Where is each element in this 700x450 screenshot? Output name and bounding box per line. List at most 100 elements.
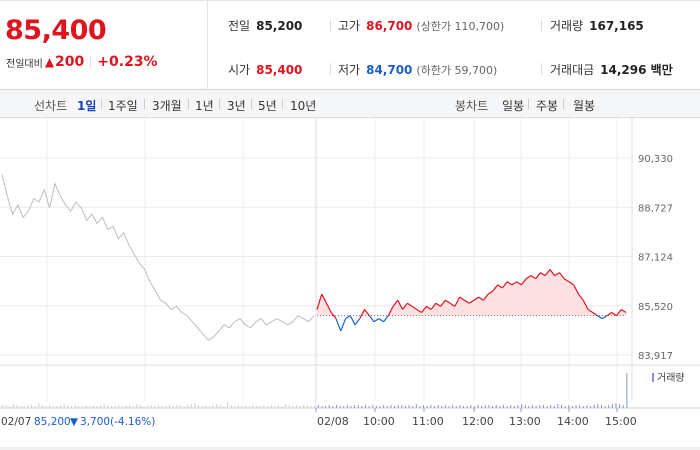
tab-1y[interactable]: 1년 — [195, 99, 214, 113]
volume-bar — [27, 405, 29, 408]
tab-3m[interactable]: 3개월 — [152, 99, 182, 113]
today-line-segment — [345, 315, 351, 320]
volume-bar — [248, 406, 250, 408]
volume-bar — [154, 406, 156, 408]
volume-bar — [459, 405, 461, 408]
volume-bar — [78, 406, 80, 408]
volume-legend-label: 거래량 — [657, 372, 685, 384]
volume-legend: 거래량 — [652, 372, 685, 384]
volume-bar — [571, 406, 573, 408]
volume-bar — [49, 405, 51, 408]
x-tick-label: 02/08 — [317, 415, 349, 428]
volume-bar — [401, 405, 403, 408]
tab-10y[interactable]: 10년 — [290, 99, 317, 113]
today-line-segment — [558, 272, 565, 280]
volume-bar — [346, 405, 348, 408]
volume-bar — [397, 405, 399, 408]
volume-bar — [143, 406, 145, 408]
tab-3y[interactable]: 3년 — [227, 99, 246, 113]
stat-divider — [330, 63, 331, 75]
volume-bar — [183, 406, 185, 408]
volume-bar — [270, 405, 272, 408]
up-area — [317, 269, 626, 316]
volume-bar — [441, 406, 443, 408]
volume-bar — [354, 405, 356, 408]
volume-bar — [223, 406, 225, 408]
today-line-segment — [601, 315, 608, 320]
volume-bar — [394, 406, 396, 408]
volume-bar — [415, 404, 417, 408]
stat-value: 86,700 — [366, 19, 413, 33]
price-chart[interactable]: 90,330 88,727 87,124 85,520 83,917 02/08 10:0… — [0, 118, 700, 447]
volume-bar — [412, 406, 414, 408]
volume-bar — [234, 406, 236, 408]
volume-bar — [433, 406, 435, 408]
price-summary: 85,400 전일대비 ▲ 200 +0.23% — [0, 1, 208, 90]
volume-bar — [306, 405, 308, 408]
volume-bar — [426, 406, 428, 408]
volume-bar — [45, 406, 47, 408]
change-divider — [90, 56, 92, 68]
today-line-segment — [544, 269, 551, 277]
volume-bar — [357, 405, 359, 408]
volume-bar — [219, 405, 221, 408]
prev-day-change: 3,700 — [80, 416, 110, 428]
volume-bar — [481, 406, 483, 408]
stat-label: 저가 — [338, 63, 361, 77]
volume-bar — [470, 405, 472, 408]
volume-bar — [499, 406, 501, 408]
tab-weekly-candle[interactable]: 주봉 — [536, 99, 559, 113]
today-line-segment — [506, 281, 513, 286]
today-line-segment — [359, 309, 366, 319]
chart-grid — [0, 118, 700, 409]
volume-bar — [5, 405, 7, 408]
prev-day-date: 02/07 — [1, 416, 31, 428]
volume-bar — [34, 406, 36, 408]
volume-bar — [404, 406, 406, 408]
today-line-segment — [454, 296, 461, 307]
volume-bar — [473, 406, 475, 408]
volume-bar — [379, 406, 381, 408]
stat-value: 85,200 — [256, 19, 303, 33]
volume-bar — [444, 405, 446, 408]
volume-bar — [321, 406, 323, 408]
tab-1w[interactable]: 1주일 — [108, 99, 138, 113]
stat-value: 84,700 — [366, 63, 413, 77]
volume-bar — [361, 406, 363, 408]
tab-divider — [144, 99, 145, 109]
volume-bar — [168, 405, 170, 408]
volume-bar — [245, 405, 247, 408]
today-line-segment — [349, 315, 356, 326]
today-line-segment — [516, 281, 522, 286]
volume-bar — [600, 405, 602, 408]
stat-open: 시가 85,400 — [228, 61, 302, 78]
volume-bar — [74, 405, 76, 408]
tab-monthly-candle[interactable]: 월봉 — [573, 99, 596, 113]
volume-bar — [546, 406, 548, 408]
tab-5y[interactable]: 5년 — [258, 99, 277, 113]
prev-day-percent: (-4.16%) — [110, 416, 155, 428]
volume-bar — [190, 404, 192, 408]
volume-bar — [568, 405, 570, 408]
stat-value: 85,400 — [256, 63, 303, 77]
volume-bar — [423, 405, 425, 408]
volume-bar — [582, 406, 584, 408]
prev-day-label: 02/07 85,200 ▼ 3,700 (-4.16%) — [1, 416, 155, 428]
volume-bar — [521, 404, 523, 408]
bottom-border — [0, 447, 700, 450]
volume-bar — [52, 406, 54, 408]
today-line-segment — [554, 272, 560, 277]
today-line-segment — [587, 308, 594, 314]
tab-daily-candle[interactable]: 일봉 — [502, 99, 525, 113]
today-line-segment — [511, 281, 517, 286]
today-line-segment — [611, 312, 617, 317]
x-tick-label: 13:00 — [509, 415, 541, 428]
volume-bar — [510, 405, 512, 408]
tab-1d[interactable]: 1일 — [77, 99, 97, 113]
volume-bar — [63, 404, 65, 408]
y-tick-label: 88,727 — [638, 203, 673, 214]
volume-bar — [310, 406, 312, 408]
volume-bars — [2, 373, 628, 408]
volume-bar — [100, 405, 102, 408]
tab-divider — [251, 99, 252, 109]
